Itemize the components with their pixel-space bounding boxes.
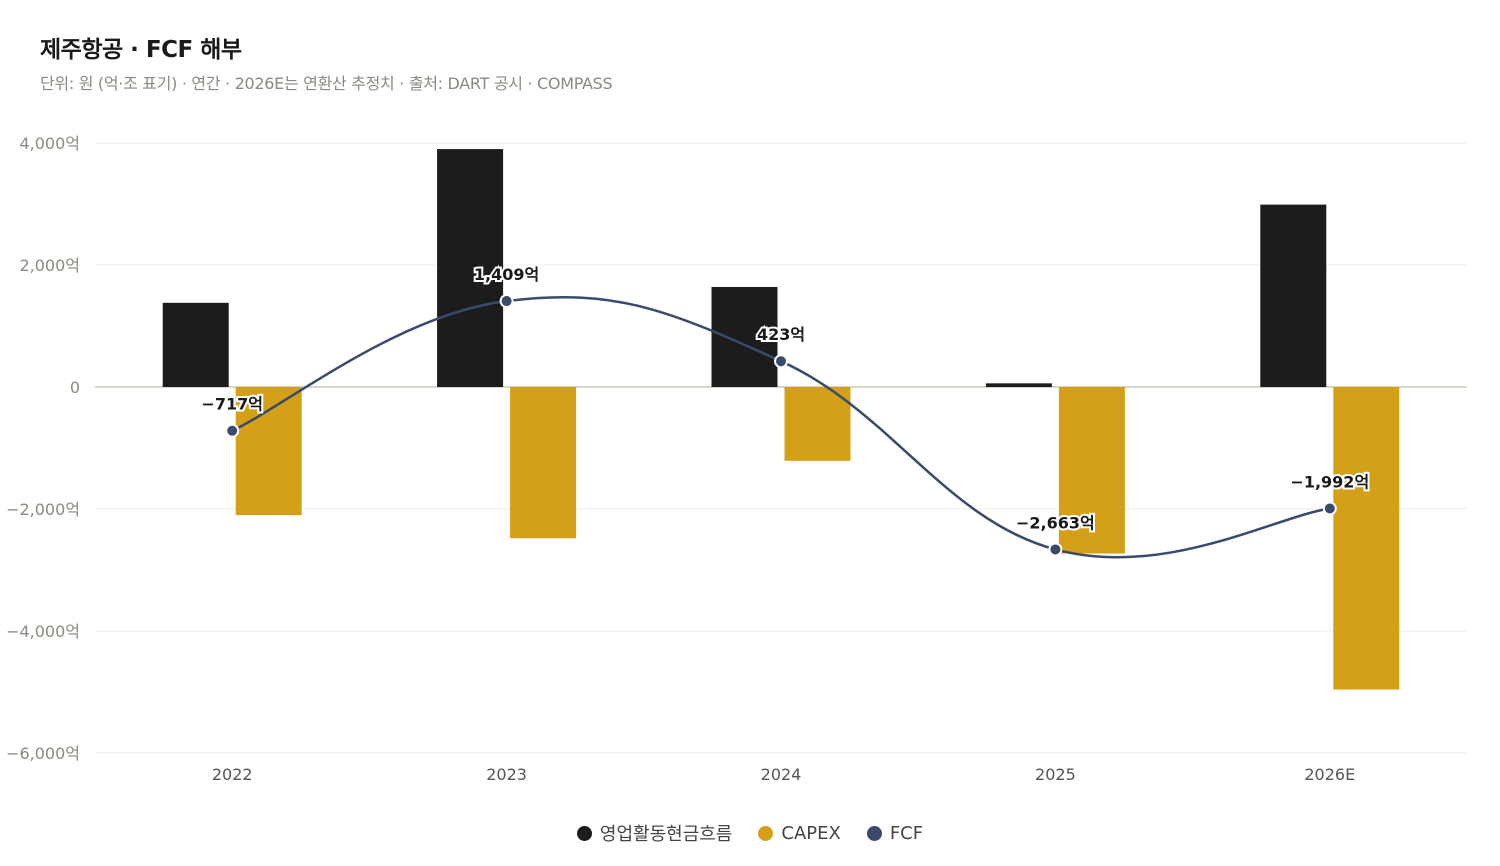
legend-marker-operating-cf <box>576 825 592 841</box>
y-tick-label: 0 <box>70 378 80 397</box>
chart-title: 제주항공 · FCF 해부 <box>40 37 242 63</box>
y-tick-label: −6,000억 <box>6 744 80 763</box>
fcf-data-label: 423억 <box>757 325 805 344</box>
legend-item-fcf[interactable]: FCF <box>866 820 924 846</box>
legend-item-operating-cf[interactable]: 영업활동현금흐름 <box>576 820 733 846</box>
x-tick-label: 2024 <box>761 765 802 784</box>
bar-capex <box>784 387 851 461</box>
legend-label-fcf: FCF <box>889 822 924 844</box>
fcf-data-label: −2,663억 <box>1016 513 1095 532</box>
y-tick-label: −2,000억 <box>6 500 80 519</box>
legend-marker-capex <box>758 825 774 841</box>
legend-label-operating-cf: 영업활동현금흐름 <box>599 824 733 845</box>
x-tick-label: 2025 <box>1035 765 1076 784</box>
fcf-point <box>774 354 788 369</box>
bar-operating-cf <box>162 302 229 387</box>
legend-item-capex[interactable]: CAPEX <box>758 820 841 846</box>
bar-operating-cf <box>437 149 504 387</box>
bar-capex <box>510 387 577 539</box>
bar-capex <box>1058 387 1125 554</box>
x-tick-label: 2026E <box>1304 765 1355 784</box>
fcf-point <box>499 294 514 309</box>
legend: 영업활동현금흐름 CAPEX FCF <box>0 820 1500 846</box>
legend-marker-fcf <box>866 825 882 841</box>
bar-capex <box>1333 387 1400 690</box>
x-tick-label: 2023 <box>486 765 527 784</box>
y-tick-label: 2,000억 <box>19 256 80 275</box>
fcf-data-label: −1,992억 <box>1290 473 1369 492</box>
y-tick-label: 4,000억 <box>19 134 80 153</box>
chart-subtitle: 단위: 원 (억·조 표기) · 연간 · 2026E는 연환산 추정치 · 출… <box>40 74 613 93</box>
bar-operating-cf <box>1260 204 1327 387</box>
fcf-point <box>1322 501 1337 516</box>
legend-label-capex: CAPEX <box>781 822 841 844</box>
bar-capex <box>235 387 302 516</box>
fcf-data-label: −717억 <box>201 395 263 414</box>
y-tick-label: −4,000억 <box>6 622 80 641</box>
x-tick-label: 2022 <box>212 765 253 784</box>
bar-operating-cf <box>985 383 1052 387</box>
fcf-point <box>225 423 240 438</box>
fcf-data-label: 1,409억 <box>474 265 539 284</box>
bar-operating-cf <box>711 286 778 387</box>
fcf-point <box>1048 542 1063 557</box>
